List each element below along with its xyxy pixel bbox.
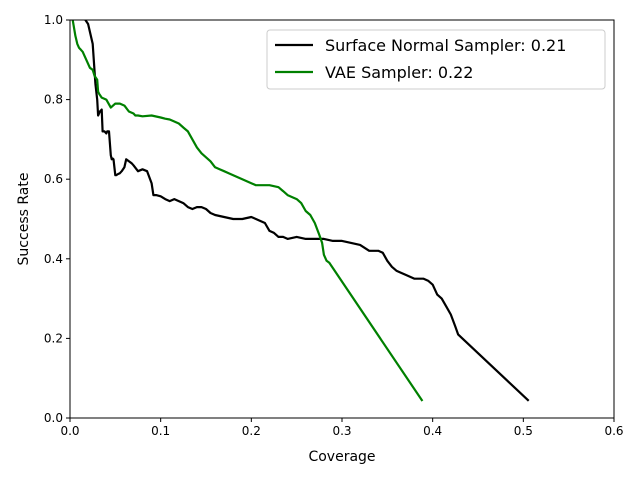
x-tick-label: 0.2	[242, 424, 261, 438]
x-tick-label: 0.3	[332, 424, 351, 438]
y-axis-title: Success Rate	[16, 173, 32, 266]
y-tick-label: 0.2	[44, 331, 63, 345]
y-tick-label: 0.4	[44, 252, 63, 266]
legend-box	[266, 29, 606, 90]
x-axis: 0.0 0.1 0.2 0.3 0.4 0.5 0.6	[60, 418, 624, 438]
series-line-1	[84, 20, 530, 402]
legend-label-1: Surface Normal Sampler: 0.21	[325, 36, 566, 55]
x-tick-label: 0.1	[151, 424, 170, 438]
x-tick-label: 0.5	[514, 424, 533, 438]
y-tick-label: 0.0	[44, 411, 63, 425]
series-line-2	[71, 20, 424, 402]
x-tick-label: 0.6	[604, 424, 623, 438]
x-tick-label: 0.0	[60, 424, 79, 438]
y-axis: 0.0 0.2 0.4 0.6 0.8 1.0	[44, 13, 70, 425]
x-tick-label: 0.4	[423, 424, 442, 438]
y-tick-label: 0.8	[44, 93, 63, 107]
y-tick-label: 1.0	[44, 13, 63, 27]
series-group	[71, 20, 530, 402]
legend-label-2: VAE Sampler: 0.22	[325, 63, 473, 82]
x-axis-title: Coverage	[308, 449, 375, 465]
legend: Surface Normal Sampler: 0.21 VAE Sampler:…	[266, 29, 606, 90]
y-tick-label: 0.6	[44, 172, 63, 186]
